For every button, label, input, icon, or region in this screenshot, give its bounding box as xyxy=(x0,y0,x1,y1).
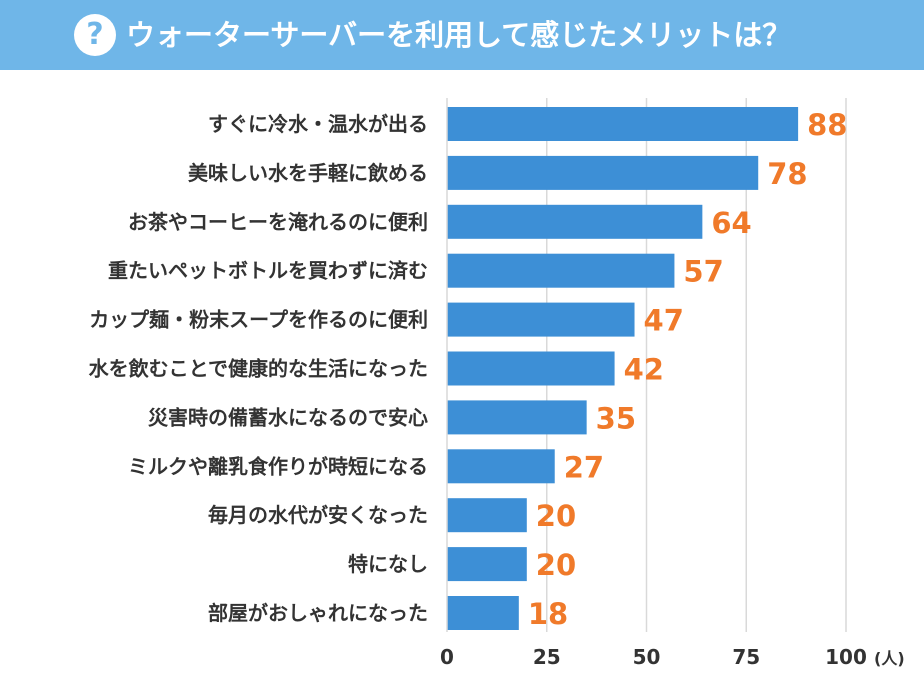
value-label: 18 xyxy=(528,597,568,631)
bar xyxy=(447,253,675,288)
category-label: お茶やコーヒーを淹れるのに便利 xyxy=(128,210,428,234)
value-label: 35 xyxy=(596,401,636,435)
x-tick-label: 75 xyxy=(732,645,760,669)
category-label: 災害時の備蓄水になるので安心 xyxy=(148,405,428,429)
category-label: ミルクや離乳食作りが時短になる xyxy=(128,454,428,478)
category-label: 特になし xyxy=(348,552,428,576)
value-label: 47 xyxy=(644,304,684,338)
category-label: すぐに冷水・温水が出る xyxy=(208,112,428,136)
bar xyxy=(447,204,703,239)
bar xyxy=(447,107,799,141)
x-tick-label: 100 xyxy=(825,645,867,669)
value-label: 88 xyxy=(807,108,847,142)
chart-title: ウォーターサーバーを利用して感じたメリットは？ xyxy=(126,18,792,52)
question-icon: ? xyxy=(74,14,116,56)
bar xyxy=(447,400,587,435)
category-label: カップ麺・粉末スープを作るのに便利 xyxy=(89,308,428,332)
value-label: 42 xyxy=(624,353,664,387)
x-tick-label: 25 xyxy=(533,645,561,669)
title-banner: ? ウォーターサーバーを利用して感じたメリットは？ xyxy=(0,0,924,70)
value-label: 20 xyxy=(536,548,576,582)
value-label: 78 xyxy=(767,157,807,191)
category-label: 重たいペットボトルを買わずに済む xyxy=(108,259,428,283)
value-label: 57 xyxy=(683,255,723,289)
unit-label: (人) xyxy=(874,649,905,668)
bar xyxy=(447,547,527,582)
category-label: 水を飲むことで健康的な生活になった xyxy=(89,357,428,381)
bar xyxy=(447,596,519,630)
category-label: 部屋がおしゃれになった xyxy=(208,601,428,625)
category-label: 美味しい水を手軽に飲める xyxy=(188,161,428,185)
bar xyxy=(447,351,615,386)
category-label: 毎月の水代が安くなった xyxy=(208,503,428,527)
bar xyxy=(447,155,759,190)
bar xyxy=(447,449,555,484)
bar xyxy=(447,302,635,337)
value-label: 20 xyxy=(536,499,576,533)
bar xyxy=(447,498,527,533)
value-label: 64 xyxy=(711,206,751,240)
value-label: 27 xyxy=(564,450,604,484)
x-tick-label: 0 xyxy=(440,645,454,669)
x-tick-label: 50 xyxy=(633,645,661,669)
